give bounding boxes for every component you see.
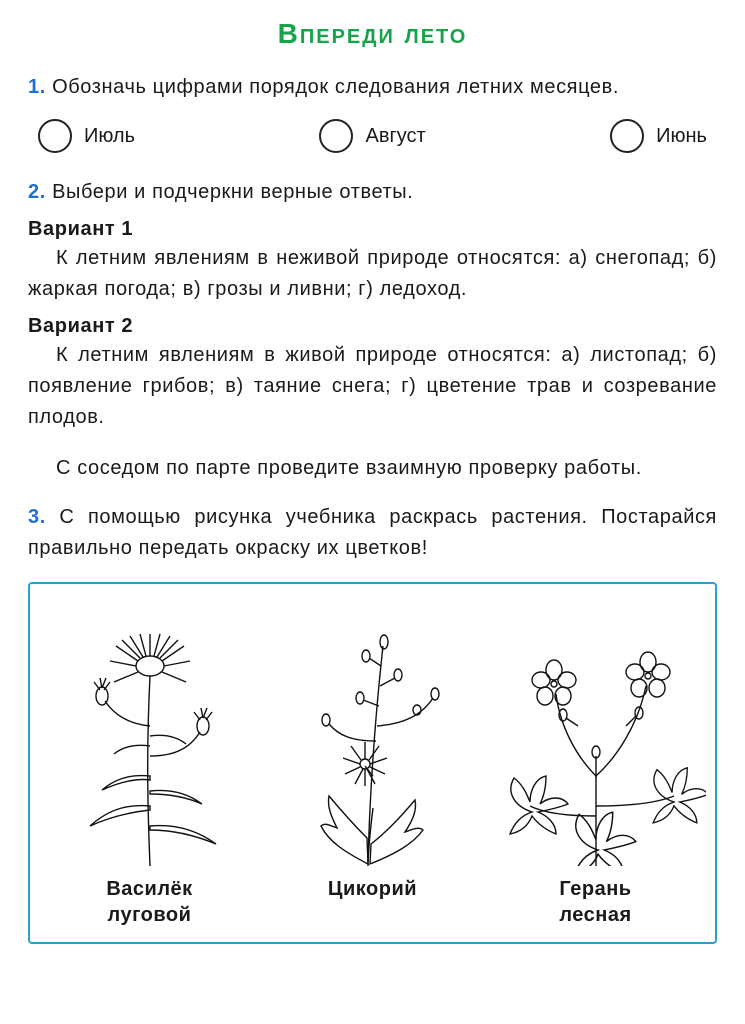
variant2-title: Вариант 2 [28, 315, 717, 338]
plant-geranium [484, 606, 707, 866]
q3-body: С помощью рисунка учебника раскрась раст… [28, 506, 717, 559]
plant-label-line1: Цикорий [328, 878, 417, 900]
month-label: Июль [84, 125, 135, 148]
q3-num: 3. [28, 506, 46, 528]
plant-chicory [261, 606, 484, 866]
month-label: Август [365, 125, 425, 148]
month-circle-input[interactable] [319, 119, 353, 153]
variant2-text: К летним явлениям в живой природе относя… [28, 340, 717, 433]
chicory-icon [273, 606, 473, 866]
plant-label-line1: Василёк [106, 878, 192, 900]
month-item: Июнь [610, 119, 707, 153]
q2-num: 2. [28, 181, 46, 203]
q2-body: Выбери и подчеркни верные ответы. [52, 181, 413, 203]
q2-intro: 2. Выбери и подчеркни верные ответы. [28, 177, 717, 208]
q1-body: Обозначь цифрами порядок следования летн… [52, 76, 619, 98]
page-title: Впереди лето [28, 18, 717, 50]
geranium-icon [486, 606, 706, 866]
month-circle-input[interactable] [38, 119, 72, 153]
plant-label: Герань лесная [484, 876, 707, 928]
plant-labels: Василёк луговой Цикорий Герань лесная [38, 876, 707, 928]
month-item: Август [319, 119, 425, 153]
q1-text: 1. Обозначь цифрами порядок следования л… [28, 72, 717, 103]
month-circle-input[interactable] [610, 119, 644, 153]
plant-cornflower [38, 606, 261, 866]
month-item: Июль [38, 119, 135, 153]
plant-label-line2: лесная [559, 904, 631, 926]
plants-figure: Василёк луговой Цикорий Герань лесная [28, 582, 717, 944]
plant-label-line1: Герань [559, 878, 631, 900]
variant1-text: К летним явлениям в неживой природе отно… [28, 243, 717, 305]
variant1-title: Вариант 1 [28, 218, 717, 241]
peer-check-text: С соседом по парте проведите взаимную пр… [28, 453, 717, 484]
plant-label-line2: луговой [108, 904, 192, 926]
months-row: Июль Август Июнь [28, 109, 717, 177]
month-label: Июнь [656, 125, 707, 148]
plants-row [38, 596, 707, 866]
plant-label: Цикорий [261, 876, 484, 928]
q1-num: 1. [28, 76, 46, 98]
cornflower-icon [50, 606, 250, 866]
q3-text: 3. С помощью рисунка учебника раскрась р… [28, 502, 717, 564]
plant-label: Василёк луговой [38, 876, 261, 928]
